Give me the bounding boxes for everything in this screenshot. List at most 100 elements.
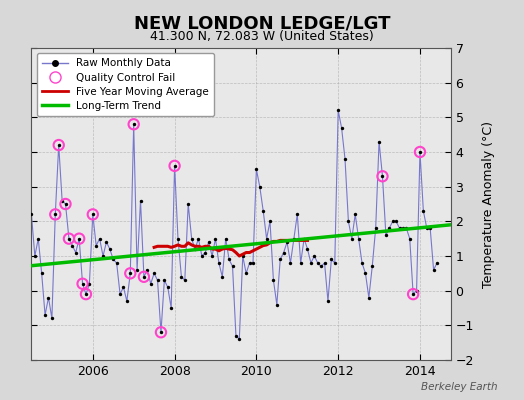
Point <box>167 305 176 311</box>
Point <box>409 291 417 297</box>
Point <box>259 208 267 214</box>
Point <box>416 149 424 155</box>
Point <box>256 184 264 190</box>
Point <box>279 249 288 256</box>
Point <box>61 201 70 207</box>
Point <box>89 211 97 218</box>
Point <box>252 166 260 172</box>
Point <box>95 236 104 242</box>
Text: Berkeley Earth: Berkeley Earth <box>421 382 498 392</box>
Point <box>375 138 383 145</box>
Point <box>238 253 247 259</box>
Point <box>82 291 90 297</box>
Point <box>395 225 403 232</box>
Point <box>232 332 240 339</box>
Point <box>191 246 199 252</box>
Point <box>215 260 223 266</box>
Point <box>409 291 417 297</box>
Point <box>416 149 424 155</box>
Point <box>334 107 342 114</box>
Point <box>208 253 216 259</box>
Point <box>276 256 285 263</box>
Point <box>351 211 359 218</box>
Point <box>106 246 114 252</box>
Point <box>89 211 97 218</box>
Point <box>140 274 148 280</box>
Point <box>45 294 53 301</box>
Point <box>116 291 124 297</box>
Y-axis label: Temperature Anomaly (°C): Temperature Anomaly (°C) <box>482 120 495 288</box>
Point <box>303 246 312 252</box>
Point <box>129 121 138 128</box>
Point <box>378 173 387 180</box>
Point <box>126 270 135 276</box>
Point <box>41 312 49 318</box>
Point <box>160 277 169 284</box>
Point <box>331 260 339 266</box>
Point <box>20 246 29 252</box>
Point <box>222 236 230 242</box>
Point <box>75 236 83 242</box>
Point <box>48 315 56 322</box>
Point <box>123 298 131 304</box>
Point <box>181 277 189 284</box>
Point <box>174 236 182 242</box>
Point <box>143 267 151 273</box>
Point <box>58 197 67 204</box>
Point <box>150 270 158 276</box>
Text: 41.300 N, 72.083 W (United States): 41.300 N, 72.083 W (United States) <box>150 30 374 43</box>
Point <box>157 329 165 336</box>
Point <box>61 201 70 207</box>
Point <box>51 211 60 218</box>
Point <box>65 236 73 242</box>
Point <box>228 263 237 270</box>
Point <box>99 253 107 259</box>
Text: NEW LONDON LEDGE/LGT: NEW LONDON LEDGE/LGT <box>134 14 390 32</box>
Point <box>79 280 87 287</box>
Point <box>269 277 278 284</box>
Point <box>313 260 322 266</box>
Point <box>10 239 18 245</box>
Point <box>54 142 63 148</box>
Point <box>272 301 281 308</box>
Point <box>198 253 206 259</box>
Point <box>17 256 25 263</box>
Point <box>85 280 94 287</box>
Point <box>72 249 80 256</box>
Point <box>170 163 179 169</box>
Point <box>392 218 400 224</box>
Point <box>119 284 128 290</box>
Point <box>429 267 438 273</box>
Point <box>102 239 111 245</box>
Point <box>368 263 376 270</box>
Point <box>372 225 380 232</box>
Point <box>154 277 162 284</box>
Point <box>30 253 39 259</box>
Point <box>140 274 148 280</box>
Point <box>283 239 291 245</box>
Point <box>225 256 233 263</box>
Point <box>75 236 83 242</box>
Point <box>433 260 441 266</box>
Point <box>293 211 301 218</box>
Point <box>204 239 213 245</box>
Point <box>188 236 196 242</box>
Point <box>422 225 431 232</box>
Point <box>378 173 387 180</box>
Point <box>10 239 18 245</box>
Point <box>263 236 271 242</box>
Point <box>147 280 155 287</box>
Point <box>92 242 101 249</box>
Point <box>426 225 434 232</box>
Point <box>54 142 63 148</box>
Point <box>310 253 319 259</box>
Point <box>163 284 172 290</box>
Point <box>399 225 407 232</box>
Point <box>51 211 60 218</box>
Point <box>201 249 210 256</box>
Point <box>235 336 244 342</box>
Point <box>27 211 36 218</box>
Point <box>177 274 185 280</box>
Point <box>245 260 254 266</box>
Point <box>79 280 87 287</box>
